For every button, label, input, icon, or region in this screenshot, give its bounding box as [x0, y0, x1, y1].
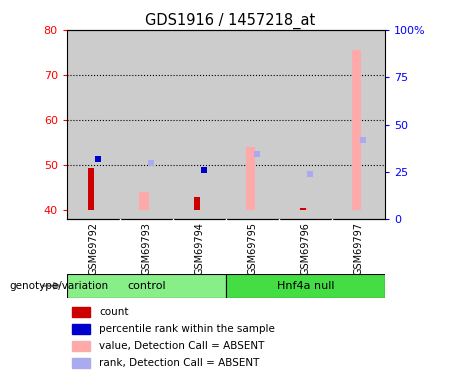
FancyBboxPatch shape [226, 274, 385, 298]
Bar [72, 358, 90, 368]
Text: GSM69794: GSM69794 [195, 222, 204, 275]
Text: value, Detection Call = ABSENT: value, Detection Call = ABSENT [100, 341, 265, 351]
Bar [88, 168, 95, 210]
Text: GDS1916 / 1457218_at: GDS1916 / 1457218_at [145, 13, 316, 29]
Text: GSM69796: GSM69796 [301, 222, 310, 275]
Bar [226, 30, 279, 219]
Bar [140, 192, 149, 210]
FancyBboxPatch shape [67, 274, 226, 298]
Bar [332, 30, 385, 219]
Text: control: control [127, 281, 165, 291]
Bar [173, 30, 226, 219]
Bar [67, 30, 120, 219]
Bar [72, 324, 90, 334]
Text: percentile rank within the sample: percentile rank within the sample [100, 324, 275, 334]
Text: GSM69792: GSM69792 [89, 222, 98, 275]
Text: GSM69795: GSM69795 [248, 222, 257, 275]
Bar [194, 197, 201, 210]
Bar [72, 341, 90, 351]
Bar [300, 208, 307, 210]
Bar [72, 308, 90, 317]
Bar [352, 50, 361, 210]
Text: count: count [100, 307, 129, 317]
Bar [279, 30, 332, 219]
Text: GSM69793: GSM69793 [142, 222, 151, 275]
Bar [299, 208, 308, 210]
Bar [246, 147, 255, 210]
Text: Hnf4a null: Hnf4a null [277, 281, 334, 291]
Text: genotype/variation: genotype/variation [9, 281, 108, 291]
Text: GSM69797: GSM69797 [354, 222, 363, 275]
Text: rank, Detection Call = ABSENT: rank, Detection Call = ABSENT [100, 358, 260, 368]
Bar [120, 30, 173, 219]
